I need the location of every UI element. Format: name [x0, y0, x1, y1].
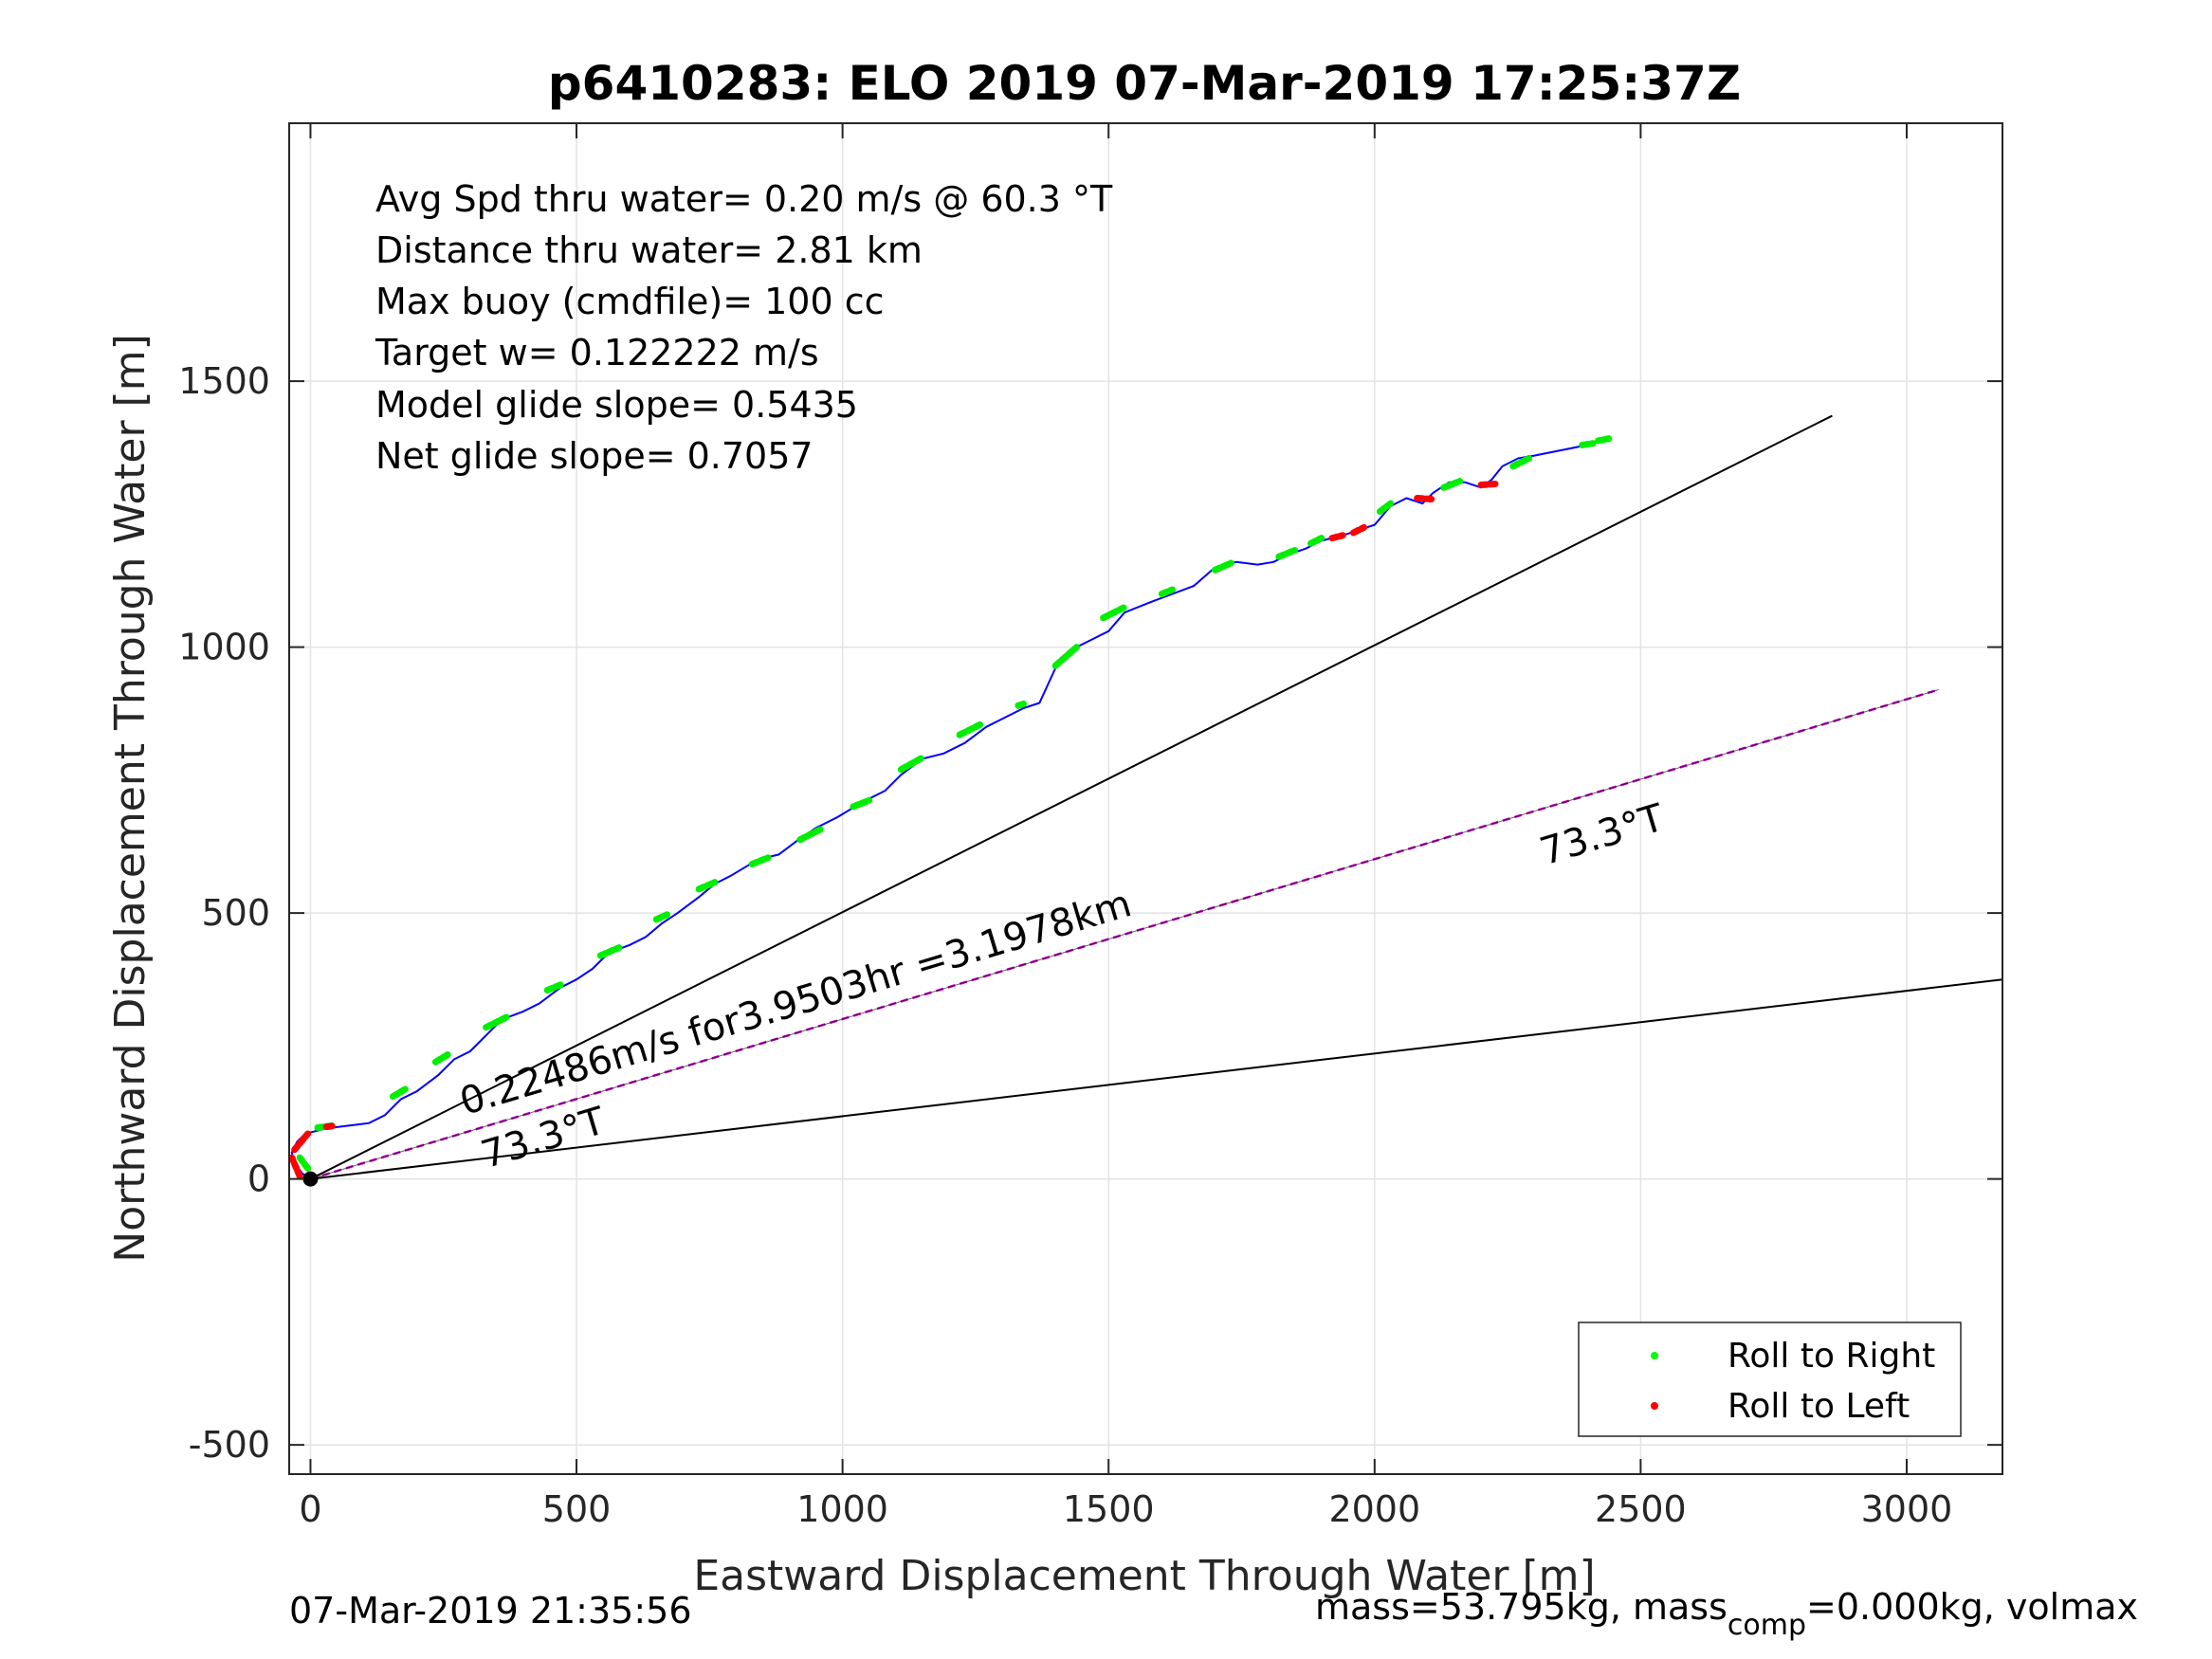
- roll-right-marker: [956, 720, 985, 738]
- roll-left-marker: [1477, 480, 1501, 488]
- y-axis-label: Northward Displacement Through Water [m]: [106, 334, 155, 1262]
- y-tick-label: 1500: [178, 360, 270, 402]
- roll-right-marker: [748, 854, 772, 868]
- y-tick-label: 0: [247, 1158, 270, 1200]
- axes-box: [288, 122, 2003, 1475]
- roll-right-marker: [1440, 478, 1464, 491]
- footer-timestamp: 07-Mar-2019 21:35:56: [289, 1590, 692, 1632]
- x-tick-label: 3000: [1861, 1488, 1953, 1530]
- roll-right-marker: [1595, 435, 1613, 445]
- heading-line: [310, 689, 1939, 1180]
- info-line: Net glide slope= 0.7057: [375, 435, 814, 477]
- legend-roll-left-marker: [1651, 1402, 1658, 1410]
- roll-right-marker: [1307, 535, 1325, 547]
- roll-right-marker: [1579, 440, 1597, 448]
- x-tick-label: 2000: [1328, 1488, 1420, 1530]
- roll-right-marker: [431, 1050, 452, 1066]
- roll-right-marker: [483, 1013, 511, 1031]
- roll-right-marker: [897, 754, 926, 774]
- black-line-lower: [310, 978, 2002, 1180]
- roll-right-marker: [1158, 586, 1177, 598]
- roll-right-marker: [1100, 604, 1128, 622]
- roll-right-marker: [652, 911, 670, 923]
- roll-right-marker: [596, 944, 623, 959]
- legend-roll-left-label: Roll to Left: [1728, 1387, 1910, 1426]
- roll-right-marker: [796, 825, 825, 844]
- x-tick-label: 2500: [1595, 1488, 1687, 1530]
- info-line: Model glide slope= 0.5435: [375, 384, 858, 426]
- roll-left-marker: [291, 1130, 312, 1154]
- legend-box: [1578, 1322, 1962, 1437]
- roll-right-marker: [1211, 559, 1234, 574]
- info-line: Distance thru water= 2.81 km: [375, 229, 923, 271]
- roll-right-marker: [1015, 700, 1030, 709]
- footer-mass-suffix: =0.000kg, volmax: [1806, 1586, 2138, 1628]
- info-line: Max buoy (cmdfile)= 100 cc: [375, 281, 885, 322]
- roll-right-marker: [543, 981, 564, 994]
- roll-right-marker: [1376, 500, 1395, 516]
- y-tick-label: 500: [201, 892, 270, 934]
- info-line: Target w= 0.122222 m/s: [375, 332, 819, 374]
- black-line-upper: [309, 414, 1833, 1180]
- roll-left-marker: [1349, 523, 1368, 537]
- info-box: Avg Spd thru water= 0.20 m/s @ 60.3 °T D…: [375, 178, 1113, 477]
- x-tick-label: 1000: [796, 1488, 888, 1530]
- info-line: Avg Spd thru water= 0.20 m/s @ 60.3 °T: [375, 178, 1113, 220]
- roll-left-marker: [1328, 532, 1346, 542]
- chart-title: p6410283: ELO 2019 07-Mar-2019 17:25:37Z: [548, 56, 1741, 111]
- x-tick-label: 1500: [1063, 1488, 1155, 1530]
- start-marker: [302, 1171, 319, 1187]
- roll-right-marker: [850, 796, 873, 811]
- roll-right-marker: [389, 1085, 410, 1101]
- ticks: 0 500 1000 1500 2000 2500 3000 -500 0 500 1000 1500: [178, 123, 2002, 1530]
- x-tick-label: 500: [542, 1488, 612, 1530]
- footer-mass-info: mass=53.795kg, masscomp=0.000kg, volmax: [1315, 1586, 2138, 1642]
- y-tick-label: -500: [189, 1424, 270, 1466]
- legend-roll-right-label: Roll to Right: [1728, 1337, 1935, 1376]
- roll-right-marker: [1275, 547, 1299, 560]
- legend: Roll to Right Roll to Left: [1578, 1322, 1962, 1437]
- y-tick-label: 1000: [178, 627, 270, 668]
- roll-left-marker: [289, 1154, 303, 1180]
- roll-right-marker: [1051, 644, 1081, 669]
- roll-right-marker: [1509, 454, 1533, 470]
- roll-left-marker: [322, 1122, 338, 1131]
- grid-lines: [289, 123, 2002, 1474]
- roll-right-marker: [296, 1154, 312, 1172]
- roll-left-marker: [1414, 495, 1437, 503]
- x-tick-label: 0: [299, 1488, 321, 1530]
- reference-lines: [309, 414, 2002, 1180]
- footer-mass-sub: comp: [1728, 1609, 1806, 1642]
- roll-markers: [289, 435, 1613, 1187]
- legend-roll-right-marker: [1651, 1352, 1658, 1359]
- roll-right-marker: [695, 879, 719, 893]
- x-axis-label: Eastward Displacement Through Water [m]: [693, 1552, 1595, 1600]
- footer-mass-prefix: mass=53.795kg, mass: [1315, 1586, 1728, 1628]
